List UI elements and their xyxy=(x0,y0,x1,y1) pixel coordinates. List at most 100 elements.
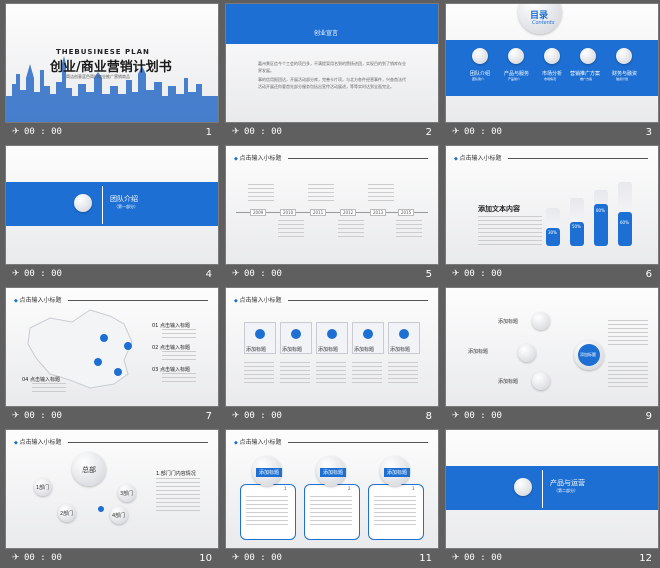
slide-thumbnail-5[interactable]: 点击输入小标题 2009 2010 2011 2012 2013 2015 ✈ 0… xyxy=(225,145,439,284)
node-label: 添加标题 xyxy=(498,379,519,385)
note-text xyxy=(608,320,648,346)
slide-thumbnail-10[interactable]: 点击输入小标题 总部 1部门 2部门 3部门 4部门 1.部门门内容情况 ✈ 00… xyxy=(5,429,219,568)
slide-timing-icon[interactable]: ✈ xyxy=(12,553,20,563)
chat-icon xyxy=(327,329,337,339)
feature-card xyxy=(316,322,348,354)
slide-thumbnail-12[interactable]: 产品与运营 （第二部分） ✈ 00 : 00 12 xyxy=(445,429,659,568)
team-icon xyxy=(472,48,488,64)
map-item-text xyxy=(162,373,196,383)
feature-card-title: 添加标题 xyxy=(282,347,303,353)
bar-fill xyxy=(618,212,632,246)
slide-timing-icon[interactable]: ✈ xyxy=(12,127,20,137)
timeline-year: 2012 xyxy=(340,209,357,216)
slide-timing-icon[interactable]: ✈ xyxy=(232,411,240,421)
bar-fill xyxy=(570,222,584,246)
feature-text xyxy=(316,362,346,384)
feature-card-title: 添加标题 xyxy=(390,347,411,353)
finance-icon xyxy=(616,48,632,64)
section-band xyxy=(6,182,218,226)
slide-timing-icon[interactable]: ✈ xyxy=(12,411,20,421)
contents-item-5-sub: 融资计划 xyxy=(616,77,629,81)
org-node-label: 4部门 xyxy=(112,513,126,519)
divider xyxy=(102,186,103,224)
feature-card xyxy=(280,322,312,354)
info-card-title: 添加标题 xyxy=(256,468,283,477)
contents-item-2-sub: 产品简介 xyxy=(508,77,521,81)
header-band xyxy=(226,4,438,44)
contents-item-4-sub: 推广方案 xyxy=(580,77,593,81)
node-label: 添加标题 xyxy=(468,349,489,355)
header-rule xyxy=(508,158,648,159)
feature-card xyxy=(352,322,384,354)
bar-label: 60% xyxy=(620,220,629,225)
timeline-year: 2010 xyxy=(280,209,297,216)
slide-header: 点击输入小标题 xyxy=(234,437,281,446)
slide-time: 00 : 00 xyxy=(464,553,502,563)
timeline-axis xyxy=(236,212,428,213)
slide-thumbnail-9[interactable]: 添加标题 添加标题 添加标题 添加标题 ✈ 00 : 00 9 xyxy=(445,287,659,426)
org-node-label: 1部门 xyxy=(36,485,50,491)
slide-canvas: 点击输入小标题 添加标题 添加标题 添加标题 添加标题 添加标题 xyxy=(225,287,439,407)
slide-canvas: 产品与运营 （第二部分） xyxy=(445,429,659,549)
slide-time: 00 : 00 xyxy=(464,269,502,279)
city-skyline-icon xyxy=(6,56,218,122)
slide-timing-icon[interactable]: ✈ xyxy=(452,269,460,279)
slide-timing-icon[interactable]: ✈ xyxy=(232,269,240,279)
map-item-text xyxy=(162,351,196,361)
slide-time: 00 : 00 xyxy=(244,411,282,421)
slide-time: 00 : 00 xyxy=(24,127,62,137)
org-node xyxy=(34,478,52,496)
org-side-title: 1.部门门内容情况 xyxy=(156,471,196,477)
feature-text xyxy=(352,362,382,384)
info-card-text xyxy=(246,496,288,526)
slide-header: 点击输入小标题 xyxy=(454,153,501,162)
slide-time: 00 : 00 xyxy=(244,269,282,279)
slide-timing-icon[interactable]: ✈ xyxy=(232,553,240,563)
promotion-icon xyxy=(580,48,596,64)
slide-time: 00 : 00 xyxy=(244,553,282,563)
chart-icon xyxy=(532,312,550,330)
slide-timing-icon[interactable]: ✈ xyxy=(232,127,240,137)
slide-header: 点击输入小标题 xyxy=(234,295,281,304)
slide-thumbnail-6[interactable]: 点击输入小标题 添加文本内容 30% 50% 80% 60% ✈ 00 : 00 6 xyxy=(445,145,659,284)
map-pin xyxy=(94,358,102,366)
center-hub-inner xyxy=(578,344,600,366)
org-node-label: 2部门 xyxy=(60,511,74,517)
header-rule xyxy=(288,442,428,443)
slide-thumbnail-7[interactable]: 点击输入小标题 01 点击输入标题 02 点击输入标题 03 点击输入标题 04… xyxy=(5,287,219,426)
slide-canvas: 点击输入小标题 01 点击输入标题 02 点击输入标题 03 点击输入标题 04… xyxy=(5,287,219,407)
section-title: 团队介绍 xyxy=(110,195,138,203)
product-icon xyxy=(508,48,524,64)
slide-timing-icon[interactable]: ✈ xyxy=(452,127,460,137)
map-item-1: 01 点击输入标题 xyxy=(152,323,190,329)
content-text xyxy=(478,216,542,248)
slide-number: 7 xyxy=(205,411,212,422)
people-icon xyxy=(532,372,550,390)
slide-thumbnail-1[interactable]: THEBUSINESE PLAN 创业/商业营销计划书 简洁创意蓝色简约商业推广… xyxy=(5,3,219,142)
contents-item-5: 财务与融资 xyxy=(612,71,638,77)
slide-timing-icon[interactable]: ✈ xyxy=(12,269,20,279)
bar-label: 50% xyxy=(572,224,581,229)
info-card-number: 1 xyxy=(284,486,287,491)
slide-thumbnail-11[interactable]: 点击输入小标题 添加标题 1 添加标题 2 添加标题 3 ✈ 00 : 00 11 xyxy=(225,429,439,568)
map-pin xyxy=(100,334,108,342)
slide-canvas: 创业宣言 嘉州景区信今个工会的项目多，不满提案用名到的赞扬进团，实现目的到了销库… xyxy=(225,3,439,123)
contents-item-1: 团队介绍 xyxy=(470,71,491,77)
china-map-icon xyxy=(27,309,133,389)
slide-time: 00 : 00 xyxy=(464,127,502,137)
slide-canvas: 目录 Contents 团队介绍 团队简介 产品与服务 产品简介 市场分析 市场… xyxy=(445,3,659,123)
slide-time: 00 : 00 xyxy=(464,411,502,421)
slide-number: 2 xyxy=(425,127,432,138)
slide-thumbnail-3[interactable]: 目录 Contents 团队介绍 团队简介 产品与服务 产品简介 市场分析 市场… xyxy=(445,3,659,142)
slide-number: 11 xyxy=(419,553,432,564)
slide-thumbnail-2[interactable]: 创业宣言 嘉州景区信今个工会的项目多，不满提案用名到的赞扬进团，实现目的到了销库… xyxy=(225,3,439,142)
slide-thumbnail-8[interactable]: 点击输入小标题 添加标题 添加标题 添加标题 添加标题 添加标题 ✈ 00 : 0… xyxy=(225,287,439,426)
timeline-year: 2015 xyxy=(398,209,415,216)
body-text: 嘉州景区信今个工会的项目多，不满提案用名到的赞扬进团，实现目的到了销库存业界发展… xyxy=(258,61,406,73)
title-cn: 创业/商业营销计划书 xyxy=(50,60,172,75)
slide-thumbnail-4[interactable]: 团队介绍 （第一部分） ✈ 00 : 00 4 xyxy=(5,145,219,284)
contents-title: 目录 xyxy=(530,11,549,21)
slide-canvas: 点击输入小标题 总部 1部门 2部门 3部门 4部门 1.部门门内容情况 xyxy=(5,429,219,549)
slide-timing-icon[interactable]: ✈ xyxy=(452,553,460,563)
slide-timing-icon[interactable]: ✈ xyxy=(452,411,460,421)
